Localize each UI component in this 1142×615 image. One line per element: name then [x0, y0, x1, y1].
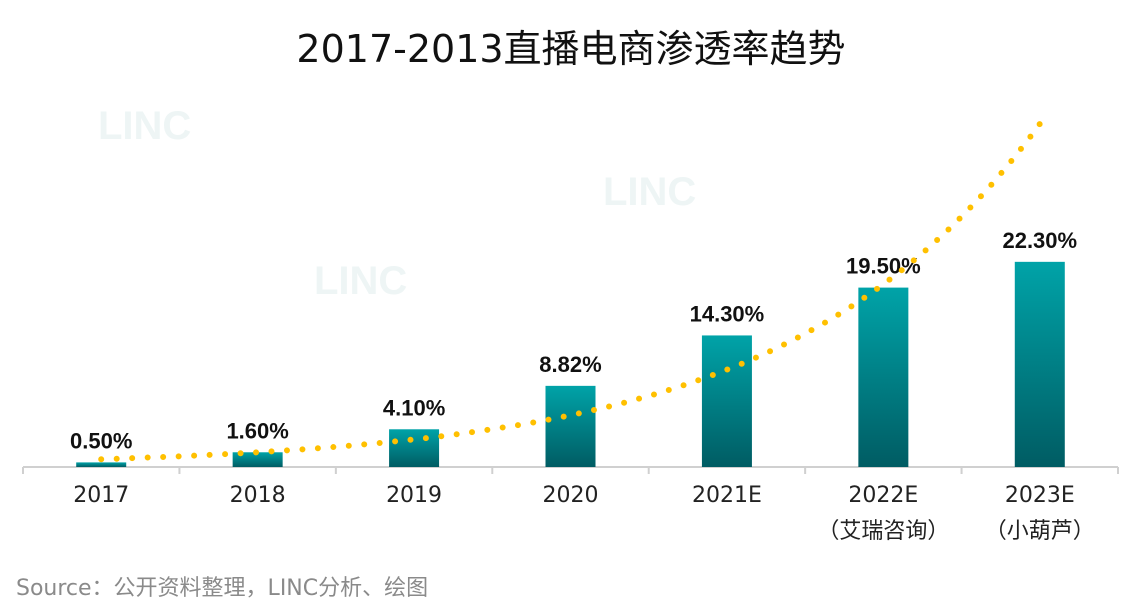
source-note: Source：公开资料整理，LINC分析、绘图	[16, 576, 429, 601]
data-label: 19.50%	[846, 254, 921, 279]
data-label: 1.60%	[226, 418, 288, 443]
watermark: LINC	[98, 104, 192, 148]
data-label: 22.30%	[1002, 228, 1077, 253]
x-tick-label: （小葫芦）	[985, 519, 1095, 544]
x-tick-label: （艾瑞咨询）	[817, 519, 949, 544]
chart-title: 2017-2013直播电商渗透率趋势	[296, 27, 846, 71]
bar-2023E	[1014, 261, 1065, 467]
x-tick-label: 2022E	[848, 483, 918, 508]
x-tick-label: 2018	[230, 483, 286, 508]
bar-2020	[545, 385, 596, 467]
bar-2021E	[701, 335, 752, 467]
bar-2018	[232, 452, 283, 467]
x-tick-label: 2017	[73, 483, 129, 508]
x-tick-label: 2023E	[1005, 483, 1075, 508]
x-tick-label: 2019	[386, 483, 442, 508]
data-label: 0.50%	[70, 428, 132, 453]
x-tick-label: 2021E	[692, 483, 762, 508]
watermark: LINC	[314, 259, 408, 303]
bar-2022E	[858, 287, 909, 467]
watermark: LINC	[603, 170, 697, 214]
data-label: 8.82%	[539, 352, 601, 377]
trendline	[98, 120, 1043, 463]
data-label: 14.30%	[690, 301, 765, 326]
bar-2017	[76, 462, 127, 467]
x-tick-label: 2020	[543, 483, 599, 508]
data-label: 4.10%	[383, 395, 445, 420]
bar-2019	[389, 429, 440, 467]
